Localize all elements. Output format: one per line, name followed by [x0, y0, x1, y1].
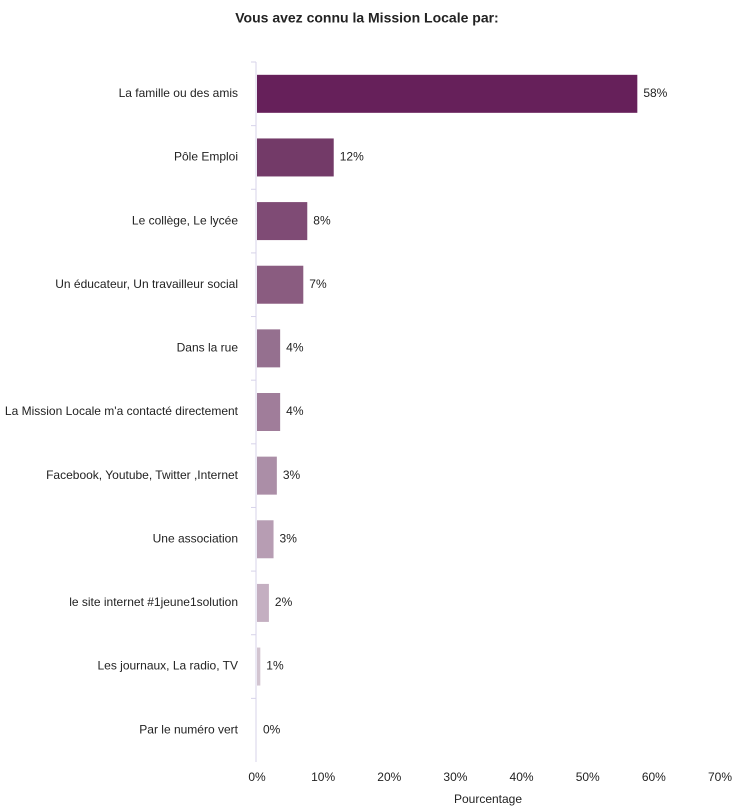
bar — [257, 138, 334, 177]
category-label: Dans la rue — [177, 341, 239, 355]
category-label: Par le numéro vert — [139, 722, 238, 736]
category-label: Une association — [153, 531, 238, 545]
category-label: La Mission Locale m'a contacté directeme… — [5, 404, 239, 418]
value-label: 58% — [643, 86, 667, 100]
bar — [257, 583, 269, 622]
chart-title: Vous avez connu la Mission Locale par: — [235, 10, 498, 26]
category-label: le site internet #1jeune1solution — [69, 595, 238, 609]
x-tick-label: 20% — [377, 770, 401, 784]
value-label: 4% — [286, 341, 304, 355]
category-label: Les journaux, La radio, TV — [97, 659, 238, 673]
category-label: Pôle Emploi — [174, 150, 238, 164]
category-label: Facebook, Youtube, Twitter ,Internet — [46, 468, 239, 482]
bar — [257, 456, 277, 495]
bar — [257, 520, 274, 559]
value-label: 12% — [340, 150, 364, 164]
value-label: 4% — [286, 404, 304, 418]
bar — [257, 202, 308, 241]
category-label: La famille ou des amis — [119, 86, 238, 100]
bar — [257, 647, 261, 686]
value-label: 1% — [266, 659, 284, 673]
category-label: Le collège, Le lycée — [132, 213, 238, 227]
bar — [257, 329, 281, 368]
value-label: 7% — [309, 277, 327, 291]
bar — [257, 265, 304, 304]
value-label: 0% — [263, 722, 281, 736]
x-axis-title: Pourcentage — [454, 792, 522, 806]
value-label: 3% — [283, 468, 301, 482]
x-tick-label: 70% — [708, 770, 732, 784]
x-tick-label: 40% — [510, 770, 534, 784]
value-label: 8% — [313, 213, 331, 227]
value-label: 3% — [280, 531, 298, 545]
x-tick-label: 30% — [443, 770, 467, 784]
value-label: 2% — [275, 595, 293, 609]
x-tick-label: 50% — [576, 770, 600, 784]
x-tick-label: 10% — [311, 770, 335, 784]
category-label: Un éducateur, Un travailleur social — [55, 277, 238, 291]
x-tick-label: 60% — [642, 770, 666, 784]
bar — [257, 393, 281, 431]
x-tick-label: 0% — [248, 770, 266, 784]
bar — [257, 74, 638, 113]
